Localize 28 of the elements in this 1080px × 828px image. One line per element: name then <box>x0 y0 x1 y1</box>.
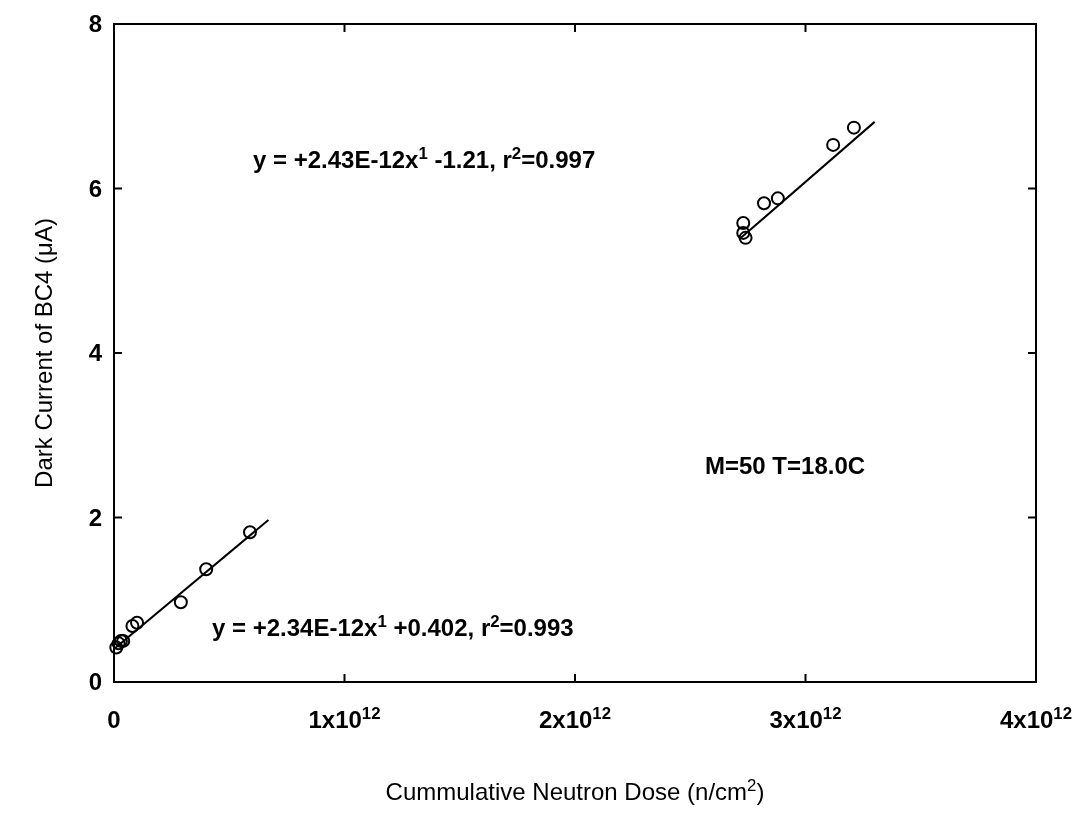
y-tick-label: 6 <box>88 174 102 202</box>
point <box>173 595 188 610</box>
point <box>130 615 145 630</box>
x-tick-label: 0 <box>107 706 121 733</box>
y-tick-label: 2 <box>88 503 102 531</box>
x-tick-label: 1x10$^{12}$ <box>308 703 381 733</box>
point <box>846 120 861 135</box>
y-tick-label: 4 <box>88 339 103 366</box>
annotation: y = +2.43E-12x$^{1}$ -1.21, r$^{2}$=0.997 <box>253 143 596 173</box>
annotation: M=50 T=18.0C <box>705 452 866 479</box>
annotation: y = +2.34E-12x$^{1}$ +0.402, r$^{2}$=0.993 <box>212 611 574 641</box>
point <box>757 196 772 211</box>
x-tick-label: 3x10$^{12}$ <box>769 703 842 733</box>
x-tick-label: 2x10$^{12}$ <box>538 703 612 733</box>
point <box>738 230 753 245</box>
point <box>826 137 841 152</box>
point <box>736 225 751 240</box>
point <box>770 191 785 206</box>
x-axis-title: Cummulative Neutron Dose (n/cm$^{2}$) <box>385 775 765 805</box>
point <box>109 640 124 655</box>
y-tick-label: 8 <box>88 10 102 37</box>
y-tick-label: 0 <box>88 668 102 695</box>
point <box>199 562 214 577</box>
point <box>243 525 257 540</box>
point <box>736 216 751 231</box>
x-tick-label: 4x10$^{12}$ <box>999 703 1073 733</box>
point <box>125 619 140 634</box>
y-axis-title: Dark Current of BC4 (μA) <box>30 218 57 488</box>
